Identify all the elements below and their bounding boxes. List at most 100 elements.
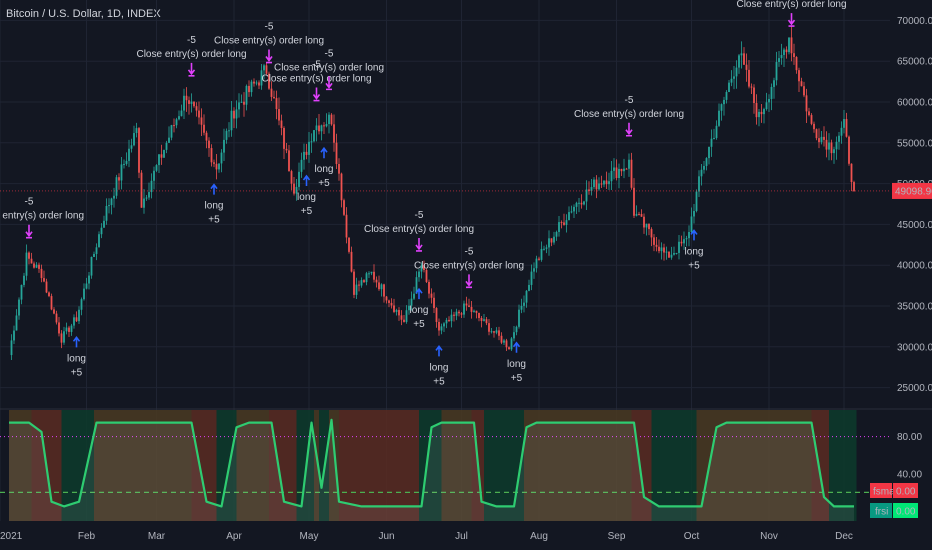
signal-label: Close entry(s) order long	[214, 36, 324, 47]
candle	[15, 315, 18, 331]
x-tick-label: May	[300, 531, 319, 542]
candle	[618, 168, 620, 179]
candle	[740, 53, 743, 56]
signal-label: Close entry(s) order long	[261, 74, 371, 85]
oscillator-band	[441, 410, 472, 521]
signal-label: Close entry(s) order long	[274, 62, 384, 73]
candle	[68, 327, 70, 332]
candle	[610, 170, 613, 182]
candle	[788, 37, 790, 53]
signal-qty: -5	[265, 22, 274, 33]
candles	[10, 25, 855, 361]
candle	[658, 246, 660, 252]
candle	[690, 216, 693, 232]
candle	[400, 315, 403, 320]
candle	[315, 125, 318, 131]
close-signal-arrow	[312, 87, 321, 102]
candle	[160, 154, 163, 158]
candle	[28, 252, 30, 259]
candle	[718, 110, 720, 126]
candle	[270, 88, 273, 97]
x-tick-label: Mar	[148, 531, 166, 542]
candle	[103, 220, 105, 228]
candle	[253, 81, 255, 84]
fsma-value-label: 0.00	[896, 487, 916, 498]
candle	[508, 347, 510, 350]
candle	[298, 171, 300, 187]
signal-label: long	[67, 353, 86, 364]
candle	[335, 142, 338, 165]
candle	[370, 271, 373, 274]
candle	[828, 142, 830, 150]
candle	[388, 300, 390, 303]
candle	[775, 62, 778, 81]
candle	[780, 54, 783, 59]
candle	[95, 247, 98, 254]
candle	[143, 198, 145, 208]
candle	[290, 171, 293, 184]
candle	[518, 309, 520, 327]
signal-label: long	[297, 192, 316, 203]
candle	[360, 280, 363, 286]
candle	[415, 277, 418, 294]
candle	[295, 186, 298, 194]
candle	[673, 253, 675, 255]
candle	[633, 187, 635, 216]
long-signal-arrow	[435, 345, 443, 357]
candle	[268, 73, 270, 89]
signal-qty: -5	[25, 197, 34, 208]
candle	[338, 164, 340, 174]
candle	[115, 177, 118, 196]
x-tick-label: Jul	[455, 531, 468, 542]
candle	[510, 338, 513, 350]
long-signal-arrow	[512, 341, 521, 353]
oscillator-band	[811, 410, 829, 521]
candle	[735, 67, 738, 77]
candle	[80, 299, 83, 310]
candle	[198, 110, 200, 118]
candle	[808, 111, 810, 116]
signal-label: long	[315, 164, 334, 175]
candle	[748, 69, 750, 87]
oscillator-band	[94, 410, 192, 521]
candle	[293, 183, 295, 194]
candle	[40, 268, 43, 279]
candle	[75, 317, 78, 322]
candle	[218, 163, 220, 170]
candle	[65, 327, 68, 332]
candle	[848, 136, 850, 164]
candle	[175, 119, 178, 126]
candle	[38, 264, 40, 269]
candle	[573, 206, 575, 212]
close-signal-arrow	[465, 274, 473, 289]
candle	[45, 281, 48, 293]
candle	[430, 293, 433, 298]
candle	[410, 298, 413, 306]
candle	[850, 163, 853, 183]
y-tick-label: 30000.00	[897, 342, 932, 353]
candle	[540, 248, 543, 260]
candle	[50, 296, 53, 310]
candle	[730, 78, 733, 83]
candle	[683, 239, 685, 244]
y-tick-label: 35000.00	[897, 302, 932, 313]
candle	[368, 273, 370, 275]
signal-qty: -5	[465, 246, 474, 257]
candle	[830, 142, 833, 154]
candle	[210, 148, 213, 163]
oscillator-band	[269, 410, 297, 521]
candle	[615, 167, 618, 179]
candle	[620, 168, 623, 172]
candle	[228, 130, 230, 132]
candle	[308, 141, 310, 155]
candle	[588, 189, 590, 191]
candle	[580, 202, 583, 205]
candle	[188, 100, 190, 104]
candle	[450, 314, 453, 322]
candle	[108, 205, 110, 207]
candle	[83, 288, 85, 300]
candle	[33, 263, 35, 268]
candle	[343, 200, 345, 215]
candle	[205, 132, 208, 141]
